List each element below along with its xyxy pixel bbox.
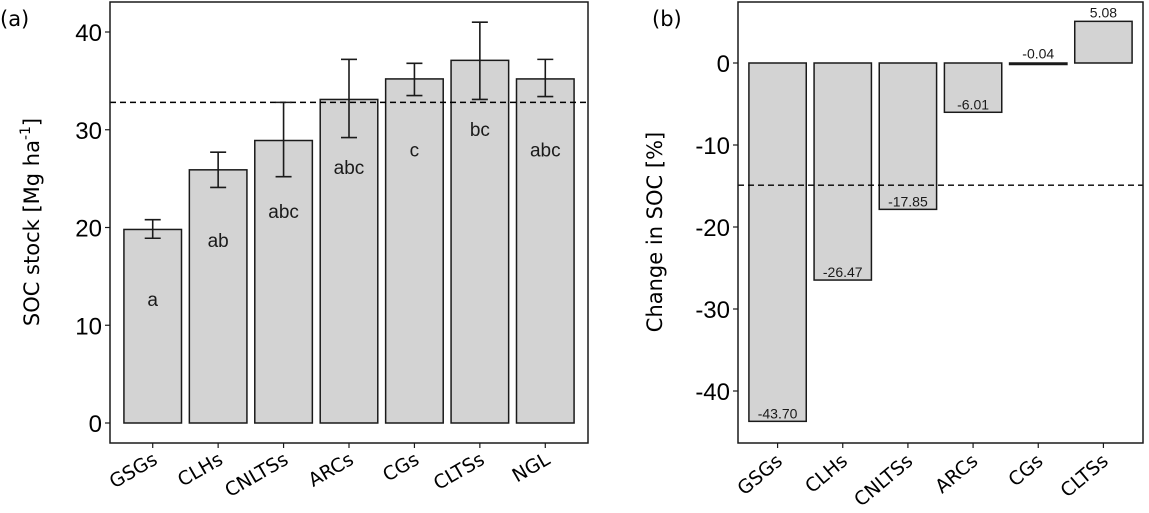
- panel-a: (a) SOC stock [Mg ha-1] aababcabccbcabc …: [0, 1, 589, 502]
- panel-b-y-axis: 0 -10 -20 -30 -40: [695, 51, 738, 406]
- bar-clhs: [188, 169, 248, 424]
- significance-letter: abc: [268, 202, 299, 223]
- bar-ngl: [515, 78, 575, 424]
- bar-arcs: [943, 62, 1003, 114]
- bar-cnltss: [878, 62, 938, 211]
- bar-gsgs: [123, 228, 183, 424]
- x-tick-label: CGs: [379, 448, 423, 486]
- y-tick-label: -20: [695, 215, 730, 242]
- error-bar-arcs: [341, 58, 357, 139]
- x-tick-label: GSGs: [106, 448, 162, 493]
- panel-a-label: (a): [0, 7, 29, 31]
- error-bar-cnltss: [275, 101, 292, 178]
- bar-cltss: [450, 59, 510, 424]
- bar-clhs: [813, 62, 873, 281]
- x-tick-label: GSGs: [733, 450, 787, 500]
- bar-cltss: [1073, 20, 1133, 64]
- bar-arcs: [319, 98, 379, 424]
- significance-letter: abc: [334, 158, 365, 179]
- panel-b-bars: -43.70 -26.47 -17.85 -6.01 -0.04 5.08: [738, 4, 1143, 423]
- error-bar-clhs: [210, 151, 227, 189]
- y-tick-label: 40: [75, 20, 102, 47]
- panel-b: (b) Change in SOC [%] -43.70 -26.47 -17.85…: [643, 1, 1144, 511]
- y-tick-label: -40: [695, 379, 730, 406]
- error-bar-cltss: [471, 21, 488, 101]
- x-tick-label: CLHs: [174, 448, 227, 491]
- panel-b-y-axis-title: Change in SOC [%]: [643, 132, 667, 332]
- significance-letter: c: [410, 140, 420, 161]
- bar-cgs: [1008, 62, 1068, 66]
- panel-a-y-axis-title-superscript: -1: [18, 126, 34, 140]
- bar-cnltss: [254, 139, 314, 424]
- x-tick-label: CLTSs: [430, 448, 488, 494]
- x-tick-label: CNLTSs: [221, 448, 292, 502]
- y-tick-label: -30: [695, 297, 730, 324]
- y-tick-label: 0: [717, 51, 730, 78]
- value-label: -17.85: [888, 193, 928, 209]
- y-tick-label: 30: [75, 118, 102, 145]
- panel-a-y-axis-title-main: SOC stock [Mg ha: [20, 140, 44, 326]
- error-bar-cgs: [406, 62, 423, 97]
- value-label: 5.08: [1090, 4, 1117, 20]
- bar-cgs: [384, 78, 444, 424]
- panel-a-y-axis: 0 10 20 30 40: [75, 20, 110, 438]
- y-tick-label: -10: [695, 133, 730, 160]
- x-tick-label: NGL: [509, 448, 555, 487]
- x-tick-label: ARCs: [305, 448, 358, 491]
- panel-a-bars: a ab abc abc c bc abc: [110, 21, 588, 424]
- panel-b-frame: [737, 1, 1144, 444]
- y-tick-label: 10: [75, 313, 102, 340]
- panel-a-y-axis-title: SOC stock [Mg ha-1]: [18, 118, 44, 326]
- value-label: -0.04: [1022, 45, 1054, 61]
- significance-letter: ab: [208, 231, 229, 252]
- significance-letter: abc: [530, 140, 561, 161]
- significance-letter: bc: [470, 120, 490, 141]
- y-tick-label: 0: [89, 411, 102, 438]
- x-tick-label: CNLTSs: [850, 450, 917, 511]
- value-label: -43.70: [758, 405, 798, 421]
- panel-a-y-axis-title-close: ]: [20, 118, 44, 126]
- x-tick-label: ARCs: [931, 450, 982, 498]
- error-bar-ngl: [537, 58, 554, 98]
- panel-a-frame: [109, 1, 589, 444]
- x-tick-label: CLTSs: [1057, 450, 1113, 502]
- bar-gsgs: [748, 62, 808, 423]
- value-label: -26.47: [823, 264, 863, 280]
- significance-letter: a: [147, 290, 158, 311]
- value-label: -6.01: [957, 96, 989, 112]
- panel-b-label: (b): [652, 7, 682, 31]
- x-tick-label: CLHs: [801, 450, 852, 498]
- y-tick-label: 20: [75, 216, 102, 243]
- x-tick-label: CGs: [1004, 450, 1047, 491]
- error-bar-gsgs: [144, 218, 161, 240]
